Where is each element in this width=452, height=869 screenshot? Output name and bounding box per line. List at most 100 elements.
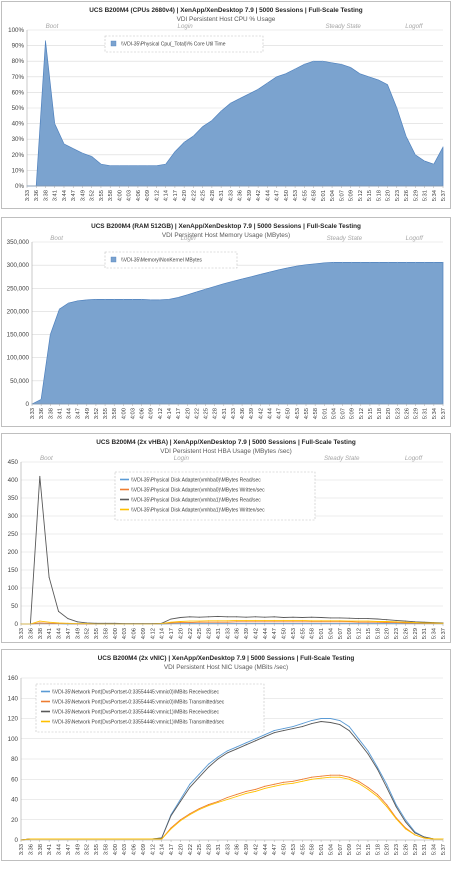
x-tick-label: 4:58 <box>313 408 319 419</box>
x-tick-label: 4:00 <box>117 190 123 201</box>
x-tick-label: 5:29 <box>414 408 420 419</box>
data-point <box>245 792 247 794</box>
data-point <box>174 151 176 153</box>
data-point <box>301 778 303 780</box>
data-point <box>331 62 333 64</box>
data-point <box>376 766 378 768</box>
x-tick-label: 5:31 <box>423 190 429 201</box>
x-tick-label: 4:42 <box>253 844 259 855</box>
x-tick-label: 3:33 <box>30 408 36 419</box>
x-tick-label: 4:03 <box>122 844 128 855</box>
phase-label: Login <box>181 235 197 242</box>
legend-label: \\VDI-35\Physical Cpu(_Total)\% Core Uti… <box>121 42 226 48</box>
x-tick-label: 5:12 <box>358 190 364 201</box>
data-point <box>118 165 120 167</box>
data-point <box>339 621 341 623</box>
data-point <box>296 265 298 267</box>
data-point <box>264 621 266 623</box>
x-tick-label: 4:58 <box>310 628 316 639</box>
x-tick-label: 3:44 <box>62 189 68 201</box>
data-point <box>339 720 341 721</box>
data-point <box>248 93 250 95</box>
data-point <box>311 776 313 778</box>
data-point <box>376 621 378 622</box>
data-point <box>48 838 50 840</box>
x-tick-label: 3:33 <box>19 628 25 639</box>
data-point <box>170 621 172 623</box>
data-point <box>76 621 78 623</box>
x-tick-label: 5:18 <box>375 844 381 855</box>
data-point <box>113 298 115 300</box>
data-point <box>264 787 266 789</box>
x-tick-label: 5:09 <box>347 628 353 639</box>
y-tick-label: 0% <box>15 183 24 190</box>
legend-label: \\VDI-35\Physical Disk Adapter(vmhba0)\M… <box>131 478 261 484</box>
data-point <box>405 621 406 623</box>
data-point <box>387 84 388 86</box>
x-tick-label: 3:47 <box>76 408 82 419</box>
data-point <box>320 777 322 779</box>
x-tick-label: 5:23 <box>395 190 401 201</box>
data-point <box>245 619 247 621</box>
x-tick-label: 4:00 <box>113 844 119 855</box>
data-point <box>423 837 425 839</box>
phase-label: Steady State <box>327 235 363 242</box>
data-point <box>320 621 322 623</box>
data-point <box>311 723 313 725</box>
data-point <box>211 120 213 121</box>
x-tick-label: 5:18 <box>376 190 382 201</box>
chart-title: UCS B200M4 (RAM 512GB) | XenApp/XenDeskt… <box>91 223 361 230</box>
x-tick-label: 4:12 <box>158 408 164 419</box>
phase-label: Steady State <box>324 455 360 462</box>
x-tick-label: 4:36 <box>235 844 241 855</box>
x-tick-label: 4:39 <box>244 844 250 855</box>
data-point <box>386 621 388 622</box>
y-tick-label: 70% <box>12 74 25 81</box>
chart-frame <box>1 649 451 861</box>
data-point <box>155 165 157 167</box>
data-point <box>348 730 350 732</box>
x-tick-label: 5:23 <box>394 628 400 639</box>
x-tick-label: 5:01 <box>319 628 325 639</box>
x-tick-label: 4:17 <box>169 628 175 639</box>
x-tick-label: 4:50 <box>284 190 290 201</box>
x-tick-label: 3:41 <box>47 628 53 639</box>
y-tick-label: 20 <box>11 817 18 824</box>
data-point <box>273 730 275 732</box>
x-tick-label: 5:20 <box>386 190 392 201</box>
x-tick-label: 4:36 <box>238 190 244 201</box>
data-point <box>48 622 50 624</box>
x-tick-label: 4:25 <box>201 190 207 201</box>
x-tick-label: 3:47 <box>66 844 72 855</box>
data-point <box>208 621 210 623</box>
x-tick-label: 3:33 <box>25 190 31 201</box>
data-point <box>330 722 331 723</box>
data-point <box>292 728 294 730</box>
x-tick-label: 5:01 <box>321 190 327 201</box>
data-point <box>339 617 341 619</box>
data-point <box>39 622 41 624</box>
x-tick-label: 4:22 <box>188 844 194 855</box>
x-tick-label: 4:28 <box>213 408 219 419</box>
y-tick-label: 150,000 <box>7 332 30 339</box>
x-tick-label: 4:22 <box>191 190 197 201</box>
data-point <box>82 152 83 154</box>
data-point <box>339 724 341 726</box>
data-point <box>254 740 256 742</box>
data-point <box>351 261 353 263</box>
y-tick-label: 450 <box>8 459 19 466</box>
x-tick-label: 4:33 <box>225 844 231 855</box>
x-tick-label: 5:15 <box>366 628 372 639</box>
data-point <box>179 820 181 822</box>
data-point <box>320 721 322 722</box>
y-tick-label: 60 <box>11 776 18 783</box>
x-tick-label: 5:07 <box>341 408 347 419</box>
x-tick-label: 4:14 <box>164 189 170 201</box>
data-point <box>183 141 185 143</box>
data-point <box>330 776 331 778</box>
data-point <box>141 298 143 300</box>
x-tick-label: 5:15 <box>366 844 372 855</box>
x-tick-label: 5:29 <box>413 844 419 855</box>
data-point <box>386 783 388 785</box>
